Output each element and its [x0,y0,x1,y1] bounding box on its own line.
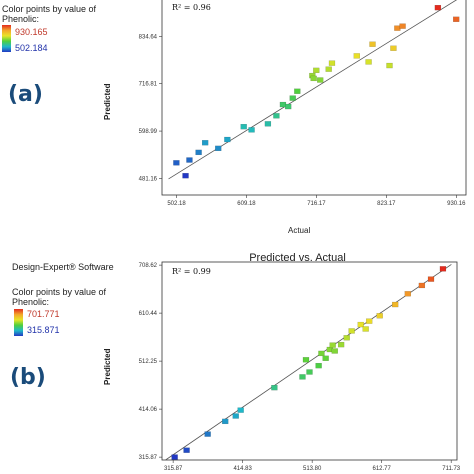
panel-label-b: (b) [10,365,46,390]
data-point [439,266,447,272]
x-tick-label: 716.17 [307,201,326,207]
data-point [285,103,292,110]
data-point [237,407,244,413]
data-point [331,348,338,354]
data-point [348,328,355,334]
software-label-b: Design-Expert® Software [12,262,114,272]
scatter-chart-b: 315.87 414.83 513.80 612.77 711.73 315.87 414.… [139,261,461,472]
x-tick-label: 609.18 [237,201,256,207]
y-tick-label: 512.25 [139,359,158,365]
data-point [353,53,360,59]
r-squared-annotation: R² = 0.96 [172,3,211,12]
data-point [310,75,317,82]
y-tick-label: 716.81 [139,82,158,88]
y-tick-label: 610.44 [139,311,158,317]
x-tick-label: 315.87 [164,466,183,472]
x-tick-label: 513.80 [303,466,322,472]
x-tick-label: 414.83 [233,466,252,472]
x-axis-title-a: Actual [288,226,311,235]
data-point [294,88,301,94]
data-point [302,357,310,363]
y-tick-label: 598.99 [139,129,158,135]
data-point [315,362,322,369]
data-point [369,41,376,47]
colorbar-a [2,25,11,52]
data-point [195,149,202,156]
data-point [289,95,296,101]
data-point [264,121,272,127]
data-point [418,282,426,289]
data-point [317,77,324,83]
data-point [306,369,313,375]
panel-label-a: (a) [8,82,43,107]
fit-line [168,0,458,180]
legend-title-a-line2: Phenolic: [2,14,40,24]
data-point [248,127,255,133]
r-squared-annotation: R² = 0.99 [172,267,211,276]
data-point [232,413,239,419]
data-point [343,335,350,341]
data-point [224,136,231,143]
data-point [173,160,180,166]
data-point [240,124,247,130]
data-point [222,418,229,425]
y-tick-label: 708.62 [139,263,158,269]
data-point [386,62,393,69]
data-point [392,301,399,308]
legend-max-b: 701.771 [27,309,60,319]
data-point [434,4,442,11]
data-point [328,60,336,66]
x-tick-label: 711.73 [442,466,461,472]
legend-min-b: 315.871 [27,325,60,335]
data-point [365,59,372,65]
data-point [366,318,373,324]
data-point [376,313,383,319]
x-tick-label: 930.16 [447,201,466,207]
data-point [337,341,345,348]
data-point [329,342,336,348]
data-point [186,157,193,163]
plot-frame [161,261,458,461]
data-point [427,276,435,282]
legend-title-b-line2: Phenolic: [12,297,50,307]
data-point [273,113,280,119]
data-point [204,431,211,437]
data-point [271,384,278,391]
legend-max-a: 930.165 [15,27,48,37]
y-tick-label: 414.06 [139,407,158,413]
y-tick-label: 315.87 [139,455,158,461]
y-tick-label: 481.16 [139,176,158,182]
data-point [390,45,397,51]
data-point [182,173,189,179]
data-point [171,454,178,460]
colorbar-b [14,309,23,336]
data-point [399,23,406,29]
scatter-chart-a: 502.18 609.18 716.17 823.17 930.16 481.16 598.… [139,0,467,207]
data-point [318,350,325,357]
plot-frame [161,0,467,196]
data-point [325,66,332,72]
data-point [362,326,369,332]
data-point [357,321,364,328]
data-point [322,355,329,361]
y-tick-label: 834.64 [139,34,158,40]
data-point [404,291,411,297]
x-tick-label: 823.17 [377,201,396,207]
data-point [299,374,306,380]
x-tick-label: 612.77 [373,466,392,472]
data-point [215,145,222,152]
x-tick-label: 502.18 [167,201,186,207]
legend-title-b-line1: Color points by value of [12,287,107,297]
chart-title-b: Predicted vs. Actual [249,252,346,264]
data-point [201,140,209,146]
legend-title-a-line1: Color points by value of [2,4,97,14]
legend-min-a: 502.184 [15,43,48,53]
data-point [313,67,320,74]
data-point [183,447,190,453]
data-point [453,16,460,22]
